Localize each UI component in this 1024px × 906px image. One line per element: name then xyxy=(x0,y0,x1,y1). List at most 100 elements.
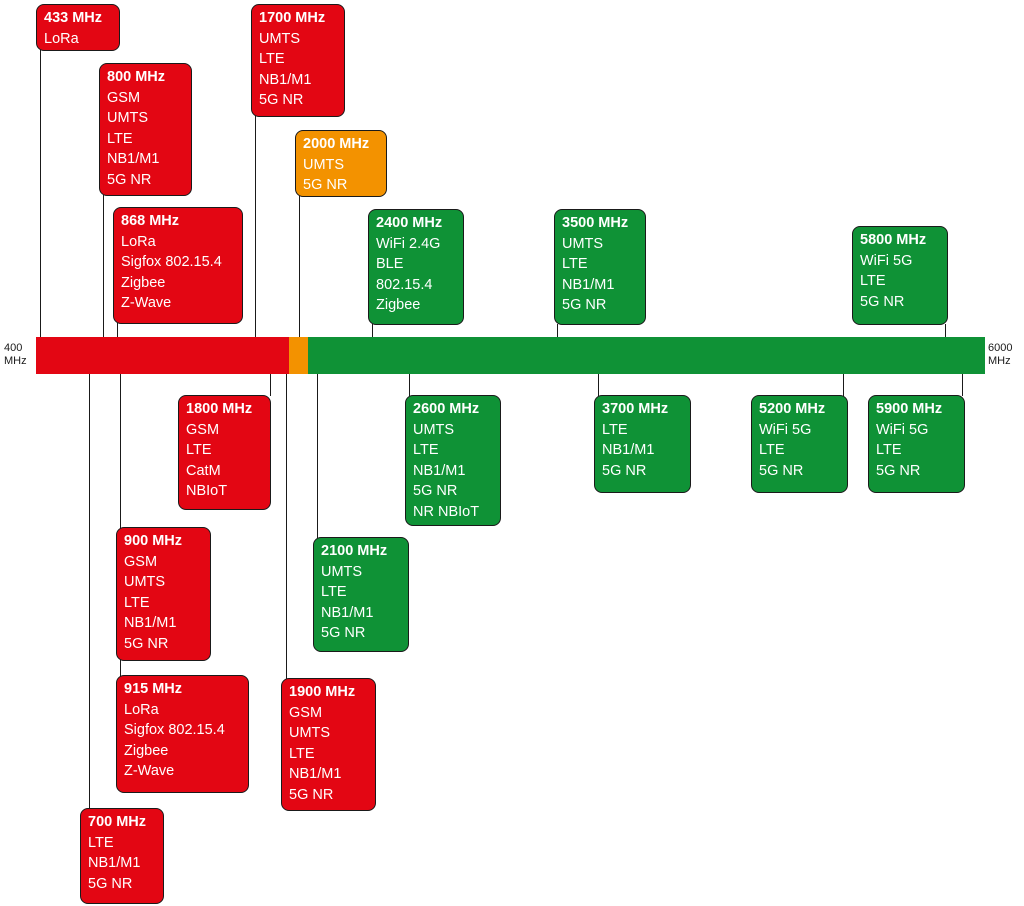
band-technology: GSM xyxy=(186,421,220,438)
band-technology: LTE xyxy=(107,130,133,147)
band-title: 2000 MHz xyxy=(303,136,370,152)
connector-868 xyxy=(117,323,118,338)
band-technology: LTE xyxy=(562,256,588,272)
band-title: 900 MHz xyxy=(124,533,183,549)
band-technology: NB1/M1 xyxy=(88,855,141,871)
band-technology: NB1/M1 xyxy=(321,604,374,621)
connector-2000 xyxy=(299,196,300,338)
band-technology: Sigfox 802.15.4 xyxy=(121,254,222,270)
band-technology: Sigfox 802.15.4 xyxy=(124,722,225,738)
band-technology: LTE xyxy=(602,421,628,438)
band-box: 5200 MHz WiFi 5G LTE 5G NR xyxy=(751,395,848,493)
band-technology: Zigbee xyxy=(376,297,421,313)
band-technology: 5G NR xyxy=(124,635,169,652)
band-box: 5800 MHz WiFi 5G LTE 5G NR xyxy=(852,226,948,325)
band-technology: UMTS xyxy=(289,725,331,741)
axis-end-label: 6000 MHz xyxy=(988,342,1012,368)
band-technology: LTE xyxy=(860,273,886,289)
band-title: 1700 MHz xyxy=(259,10,326,26)
band-title: 800 MHz xyxy=(107,69,166,85)
band-technology: NB1/M1 xyxy=(602,442,655,458)
band-technology: LTE xyxy=(413,442,439,458)
band-technology: NB1/M1 xyxy=(289,766,342,782)
band-technology: NB1/M1 xyxy=(124,615,177,631)
band-technology: 5G NR xyxy=(602,462,647,479)
band-technology: 5G NR xyxy=(876,462,921,479)
band-technology: UMTS xyxy=(107,110,149,126)
band-technology: UMTS xyxy=(303,156,345,173)
band-technology: NBIoT xyxy=(186,483,228,499)
band-box: 1900 MHz GSM UMTS LTE NB1/M1 5G NR xyxy=(281,678,376,811)
band-technology: UMTS xyxy=(321,563,363,580)
band-technology: GSM xyxy=(289,704,323,721)
band-box: 900 MHz GSM UMTS LTE NB1/M1 5G NR xyxy=(116,527,211,661)
spectrum-bar-red xyxy=(36,337,289,374)
axis-end-unit: MHz xyxy=(988,355,1011,367)
band-box: 868 MHz LoRa Sigfox 802.15.4 Zigbee Z-Wave xyxy=(113,207,243,324)
band-technology: LTE xyxy=(289,745,315,762)
band-technology: Z-Wave xyxy=(121,295,172,311)
connector-5900 xyxy=(962,374,963,396)
band-title: 5800 MHz xyxy=(860,232,927,248)
connector-1900 xyxy=(286,374,287,684)
band-technology: Z-Wave xyxy=(124,763,175,779)
band-technology: WiFi 5G xyxy=(759,421,812,438)
band-technology: NB1/M1 xyxy=(259,71,312,88)
connector-3500 xyxy=(557,324,558,338)
band-technology: WiFi 2.4G xyxy=(376,235,441,252)
band-title: 700 MHz xyxy=(88,814,147,830)
connector-433 xyxy=(40,50,41,338)
band-technology: UMTS xyxy=(124,574,166,590)
band-technology: 5G NR xyxy=(259,92,304,108)
band-technology: NR NBIoT xyxy=(413,503,480,520)
band-box: 700 MHz LTE NB1/M1 5G NR xyxy=(80,808,164,904)
connector-1700 xyxy=(255,116,256,338)
band-box: 1700 MHz UMTS LTE NB1/M1 5G NR xyxy=(251,4,345,117)
band-box: 2100 MHz UMTS LTE NB1/M1 5G NR xyxy=(313,537,409,652)
band-technology: LoRa xyxy=(121,233,156,250)
band-title: 433 MHz xyxy=(44,10,103,26)
band-box: 5900 MHz WiFi 5G LTE 5G NR xyxy=(868,395,965,493)
band-title: 2400 MHz xyxy=(376,215,443,231)
spectrum-bar-orange xyxy=(289,337,308,374)
band-technology: Zigbee xyxy=(121,274,166,291)
band-technology: 5G NR xyxy=(413,483,458,499)
band-technology: 5G NR xyxy=(562,297,607,313)
band-box: 3500 MHz UMTS LTE NB1/M1 5G NR xyxy=(554,209,646,325)
band-title: 915 MHz xyxy=(124,681,183,697)
band-title: 2100 MHz xyxy=(321,543,388,559)
connector-700 xyxy=(89,374,90,810)
band-technology: GSM xyxy=(107,89,141,106)
band-technology: LTE xyxy=(759,442,785,458)
band-box: 1800 MHz GSM LTE CatM NBIoT xyxy=(178,395,271,510)
band-technology: 5G NR xyxy=(289,786,334,803)
band-technology: CatM xyxy=(186,462,221,479)
band-technology: 5G NR xyxy=(88,875,133,892)
connector-2600 xyxy=(409,374,410,396)
band-technology: WiFi 5G xyxy=(860,252,913,269)
band-technology: NB1/M1 xyxy=(107,151,160,167)
band-technology: LTE xyxy=(321,584,347,600)
band-technology: BLE xyxy=(376,256,404,272)
band-technology: Zigbee xyxy=(124,742,169,759)
band-title: 5200 MHz xyxy=(759,401,826,417)
axis-start-value: 400 xyxy=(4,342,23,354)
band-technology: 802.15.4 xyxy=(376,276,433,293)
band-box: 2000 MHz UMTS 5G NR xyxy=(295,130,387,197)
connector-2400 xyxy=(372,324,373,338)
band-technology: WiFi 5G xyxy=(876,421,929,438)
band-technology: LTE xyxy=(876,442,902,458)
axis-start-unit: MHz xyxy=(4,355,27,367)
band-box: 800 MHz GSM UMTS LTE NB1/M1 5G NR xyxy=(99,63,192,196)
band-technology: 5G NR xyxy=(321,625,366,641)
band-technology: LTE xyxy=(124,594,150,611)
band-box: 915 MHz LoRa Sigfox 802.15.4 Zigbee Z-Wave xyxy=(116,675,249,793)
band-box: 2400 MHz WiFi 2.4G BLE 802.15.4 Zigbee xyxy=(368,209,464,325)
band-technology: LoRa xyxy=(124,701,159,718)
band-technology: NB1/M1 xyxy=(413,462,466,479)
band-title: 868 MHz xyxy=(121,213,180,229)
band-box: 3700 MHz LTE NB1/M1 5G NR xyxy=(594,395,691,493)
band-title: 2600 MHz xyxy=(413,401,480,417)
band-box: 433 MHz LoRa xyxy=(36,4,120,51)
band-box: 2600 MHz UMTS LTE NB1/M1 5G NR NR NBIoT xyxy=(405,395,501,526)
